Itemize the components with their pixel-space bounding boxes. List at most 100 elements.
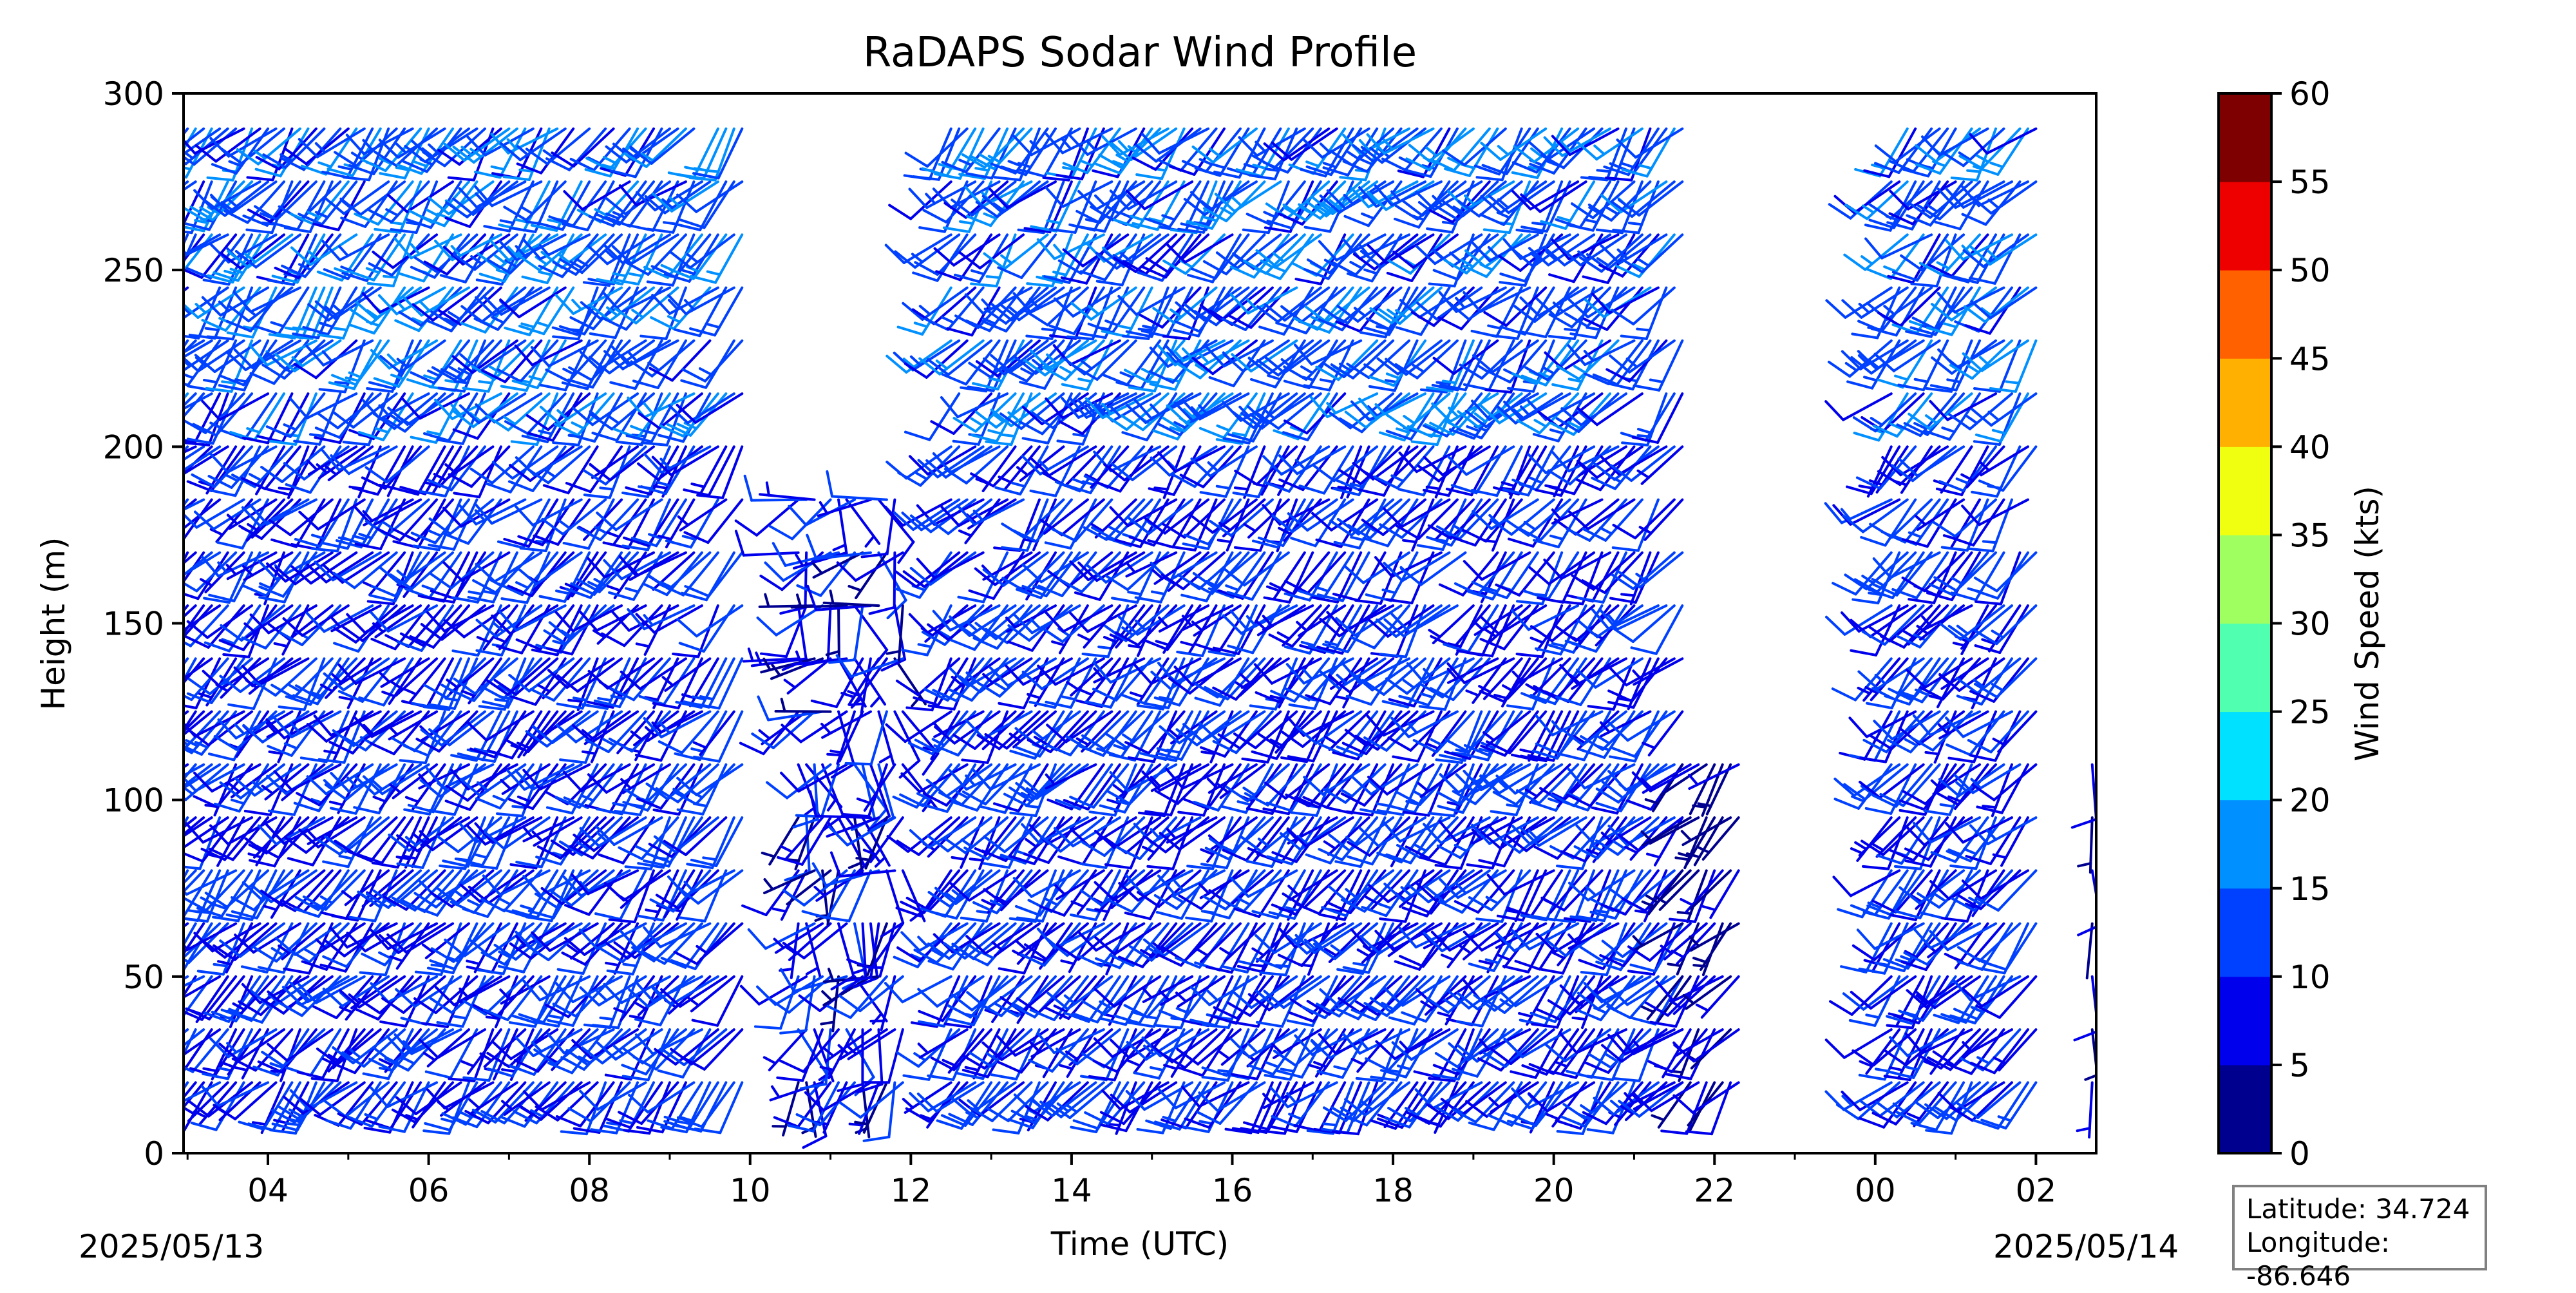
barb-staff [150, 182, 196, 212]
barb-half-feather [214, 964, 226, 966]
barb-feather [870, 608, 895, 614]
barb-feather [638, 916, 663, 921]
barb-half-feather [234, 1068, 247, 1070]
wind-barb [261, 446, 324, 481]
barb-feather [347, 135, 364, 154]
barb-feather [323, 543, 347, 548]
barb-feather [758, 696, 768, 720]
barb-half-feather [887, 651, 900, 654]
barb-feather [208, 178, 233, 180]
wind-barb [133, 1082, 187, 1128]
barb-feather [182, 918, 207, 921]
barb-feather [147, 830, 166, 847]
barb-staff [716, 818, 742, 866]
barb-feather [602, 634, 625, 646]
barb-half-feather [920, 306, 930, 314]
barb-feather [680, 917, 705, 921]
barb-feather [589, 247, 607, 264]
barb-feather [920, 227, 945, 231]
barb-feather [312, 1078, 337, 1081]
barb-feather [648, 282, 673, 285]
barb-feather [462, 323, 486, 332]
barb-feather [147, 1074, 172, 1079]
barb-feather [156, 535, 180, 544]
barb-feather [788, 1125, 813, 1131]
barb-staff [832, 496, 887, 499]
barb-half-feather [479, 381, 491, 383]
wind-barb [905, 129, 951, 179]
barb-feather [504, 177, 529, 180]
barb-half-feather [637, 644, 649, 646]
barb-half-feather [614, 274, 626, 276]
barb-staff [171, 1082, 220, 1107]
barb-half-feather [646, 910, 658, 912]
barb-half-feather [556, 591, 569, 593]
barb-feather [765, 562, 783, 580]
barb-feather [344, 442, 369, 445]
barb-feather [133, 1120, 157, 1128]
barb-feather [553, 337, 578, 340]
wind-barb [173, 288, 220, 338]
barb-half-feather [606, 963, 618, 965]
barb-feather [928, 1076, 953, 1080]
barb-feather [609, 593, 634, 600]
barb-feather [827, 472, 832, 497]
wind-barb [307, 341, 372, 365]
barb-feather [439, 388, 464, 391]
barb-feather [174, 591, 198, 599]
wind-barb [131, 500, 187, 544]
barb-half-feather [501, 220, 513, 223]
barb-half-feather [163, 406, 171, 415]
barb-feather [228, 332, 253, 337]
barb-feather [318, 335, 343, 338]
barb-staff [145, 288, 188, 322]
chart-title: RaDAPS Sodar Wind Profile [863, 29, 1417, 77]
barb-feather [512, 441, 537, 445]
barb-feather [777, 1078, 802, 1080]
barb-feather [864, 1137, 889, 1141]
barb-feather [557, 1116, 580, 1126]
wind-barb [895, 712, 919, 778]
barb-feather [131, 162, 154, 172]
barb-half-feather [250, 474, 261, 480]
barb-half-feather [158, 149, 168, 157]
barb-feather [255, 206, 277, 220]
wind-barbs-layer [122, 129, 2101, 1147]
barb-feather [275, 718, 292, 737]
barb-feather [149, 731, 169, 746]
barb-feather [678, 810, 703, 814]
barb-feather [155, 564, 173, 581]
barb-feather [312, 549, 337, 551]
barb-feather [680, 643, 704, 651]
barb-half-feather [384, 276, 397, 278]
barb-feather [935, 249, 954, 265]
wind-barb [803, 870, 855, 918]
barb-half-feather [703, 857, 715, 859]
barb-staff [752, 500, 806, 501]
barb-feather [350, 325, 374, 333]
barb-feather [755, 1026, 781, 1028]
wind-barb [331, 765, 381, 814]
barb-staff [871, 712, 887, 765]
barb-half-feather [539, 272, 551, 275]
wind-barb [824, 591, 879, 606]
barb-feather [254, 326, 278, 334]
barb-half-feather [607, 532, 619, 537]
barb-half-feather [325, 751, 337, 753]
barb-half-feather [334, 328, 346, 330]
barb-feather [919, 1011, 943, 1020]
barb-feather [146, 690, 169, 701]
barb-feather [124, 307, 144, 322]
barb-feather [560, 760, 585, 763]
wind-barb [510, 446, 573, 481]
barb-half-feather [493, 637, 505, 642]
barb-feather [736, 521, 757, 535]
barb-feather [136, 859, 160, 865]
barb-half-feather [600, 488, 613, 489]
barb-half-feather [822, 991, 831, 1001]
barb-half-feather [773, 909, 786, 912]
barb-feather [124, 941, 144, 956]
barb-staff [924, 553, 967, 587]
barb-feather [149, 571, 169, 586]
barb-half-feather [781, 847, 793, 852]
